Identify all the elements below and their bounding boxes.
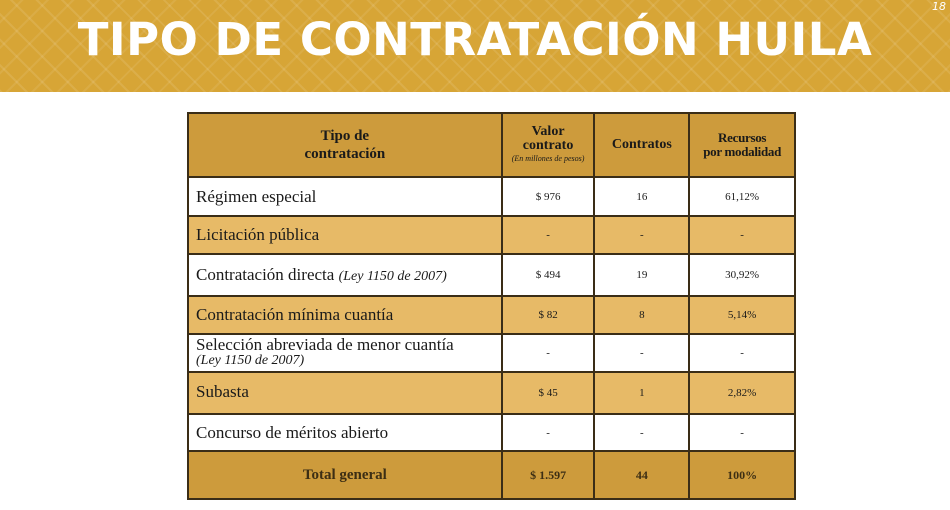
row-recursos: 2,82% — [688, 371, 796, 415]
table-row: Subasta $ 45 1 2,82% — [187, 371, 796, 415]
row-contratos: 19 — [593, 253, 691, 297]
row-contratos: 8 — [593, 295, 691, 335]
row-contratos: 16 — [593, 176, 691, 217]
row-name: Régimen especial — [187, 176, 503, 217]
row-contratos: - — [593, 333, 691, 373]
row-name-text: Licitación pública — [196, 225, 320, 244]
header-recursos-line2: por modalidad — [703, 144, 782, 159]
row-name: Contratación directa (Ley 1150 de 2007) — [187, 253, 503, 297]
row-contratos: 1 — [593, 371, 691, 415]
total-contratos: 44 — [593, 450, 691, 500]
header-valor: Valor contrato (En millones de pesos) — [500, 112, 596, 178]
row-name: Concurso de méritos abierto — [187, 413, 503, 452]
total-recursos: 100% — [688, 450, 796, 500]
total-valor: $ 1.597 — [500, 450, 596, 500]
header-recursos-line1: Recursos — [718, 130, 767, 145]
row-name-text: Régimen especial — [196, 186, 317, 206]
row-name-text: Subasta — [196, 382, 249, 401]
row-note: (Ley 1150 de 2007) — [338, 269, 447, 284]
row-name: Contratación mínima cuantía — [187, 295, 503, 335]
row-name-text: Concurso de méritos abierto — [196, 422, 389, 442]
header-valor-line1: Valor — [531, 124, 565, 139]
row-name-text: Selección abreviada de menor cuantía — [196, 335, 454, 354]
row-valor: $ 82 — [500, 295, 596, 335]
header-valor-note: (En millones de pesos) — [511, 154, 585, 163]
header-tipo: Tipo de contratación — [187, 112, 503, 178]
row-note: (Ley 1150 de 2007) — [196, 353, 305, 368]
row-valor: $ 45 — [500, 371, 596, 415]
table-row: Concurso de méritos abierto - - - — [187, 413, 796, 452]
row-valor: $ 976 — [500, 176, 596, 217]
row-recursos: 5,14% — [688, 295, 796, 335]
row-valor: - — [500, 413, 596, 452]
row-name-text: Contratación directa — [196, 265, 335, 284]
row-valor: $ 494 — [500, 253, 596, 297]
table-row: Licitación pública - - - — [187, 215, 796, 255]
header-valor-line2: contrato — [522, 138, 574, 153]
page-title: TIPO DE CONTRATACIÓN HUILA — [77, 13, 873, 66]
row-recursos: 61,12% — [688, 176, 796, 217]
title-banner: TIPO DE CONTRATACIÓN HUILA 18 — [0, 0, 950, 92]
row-name: Licitación pública — [187, 215, 503, 255]
header-tipo-line2: contratación — [304, 146, 386, 162]
row-name-text: Contratación mínima cuantía — [196, 305, 394, 324]
row-recursos: 30,92% — [688, 253, 796, 297]
table-row: Régimen especial $ 976 16 61,12% — [187, 176, 796, 217]
table-row: Contratación directa (Ley 1150 de 2007) … — [187, 253, 796, 297]
page-number: 18 — [932, 0, 946, 13]
row-name: Subasta — [187, 371, 503, 415]
contract-type-table: Tipo de contratación Valor contrato (En … — [187, 112, 796, 500]
header-recursos: Recursos por modalidad — [688, 112, 796, 178]
row-name: Selección abreviada de menor cuantía (Ley… — [187, 333, 503, 373]
total-label: Total general — [187, 450, 503, 500]
header-tipo-line1: Tipo de — [320, 128, 370, 144]
table-row: Contratación mínima cuantía $ 82 8 5,14% — [187, 295, 796, 335]
row-contratos: - — [593, 215, 691, 255]
row-recursos: - — [688, 215, 796, 255]
table-header-row: Tipo de contratación Valor contrato (En … — [187, 112, 796, 178]
row-valor: - — [500, 333, 596, 373]
table-total-row: Total general $ 1.597 44 100% — [187, 450, 796, 500]
row-valor: - — [500, 215, 596, 255]
row-contratos: - — [593, 413, 691, 452]
row-recursos: - — [688, 333, 796, 373]
row-recursos: - — [688, 413, 796, 452]
header-contratos: Contratos — [593, 112, 691, 178]
table-row: Selección abreviada de menor cuantía (Ley… — [187, 333, 796, 373]
